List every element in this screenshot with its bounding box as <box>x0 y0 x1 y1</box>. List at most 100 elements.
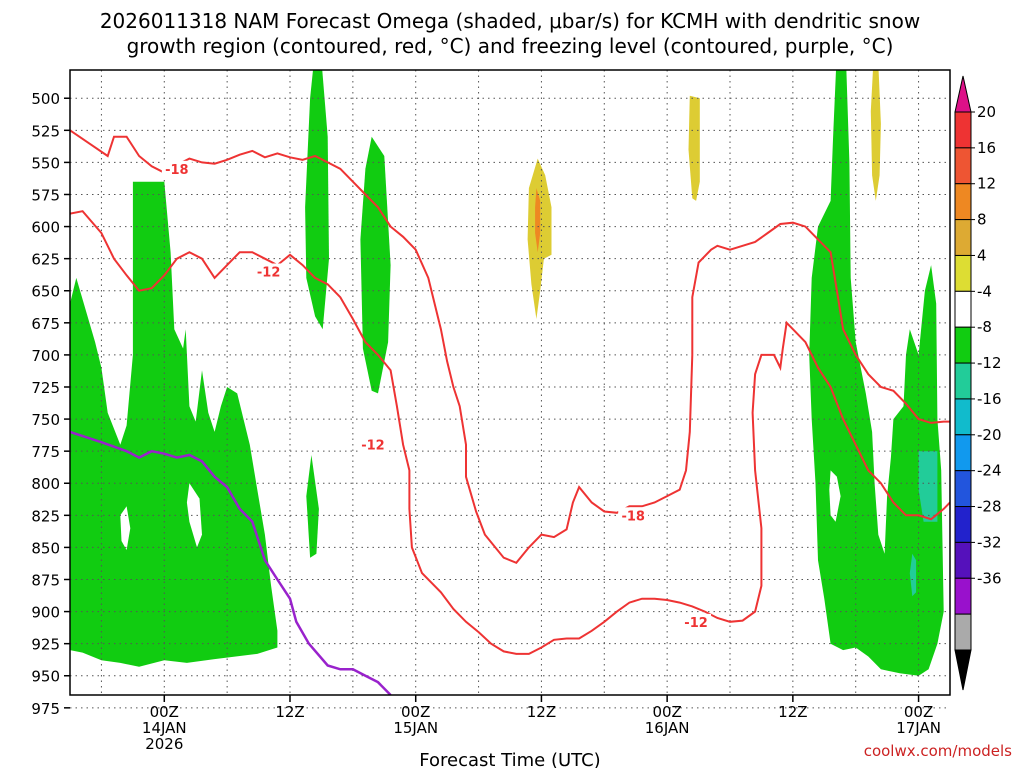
y-tick-label: 700 <box>31 347 60 365</box>
colorbar-swatch <box>954 613 972 651</box>
omega-region-6 <box>688 95 700 201</box>
colorbar-label: 20 <box>977 103 996 121</box>
x-axis-label: Forecast Time (UTC) <box>419 750 600 768</box>
colorbar-swatch <box>954 111 972 149</box>
y-tick-label: 525 <box>31 122 60 140</box>
y-tick-label: 650 <box>31 283 60 301</box>
x-tick-label: 12Z <box>275 703 304 721</box>
contour-label: -12 <box>257 265 281 280</box>
colorbar-label: -32 <box>977 533 1002 551</box>
y-axis: 500 525 550 575 600 625 650 675 700 725 750 775 800 8… <box>31 90 70 718</box>
y-tick-label: 675 <box>31 315 60 333</box>
colorbar-swatch <box>954 434 972 472</box>
contour-label: -18 <box>621 509 645 524</box>
omega-region-10 <box>120 506 131 550</box>
y-tick-label: 500 <box>31 90 60 108</box>
contour-label-bg <box>161 160 192 177</box>
omega-region-3 <box>306 455 319 558</box>
colorbar-swatch <box>954 147 972 185</box>
contour-label-bg <box>253 263 284 280</box>
y-tick-label: 875 <box>31 571 60 589</box>
colorbar-label: -12 <box>977 354 1002 372</box>
omega-region-9 <box>186 483 202 548</box>
x-tick-label: 00Z <box>401 703 430 721</box>
colorbar-label: -24 <box>977 462 1002 480</box>
x-tick-label: 00Z <box>150 703 179 721</box>
y-tick-label: 825 <box>31 507 60 525</box>
x-tick-label: 00Z <box>652 703 681 721</box>
colorbar-label: -36 <box>977 569 1002 587</box>
plot-border <box>69 69 951 696</box>
colorbar-swatch <box>954 470 972 508</box>
y-tick-label: 800 <box>31 475 60 493</box>
contour-label-bg <box>618 507 649 524</box>
y-tick-label: 950 <box>31 668 60 686</box>
colorbar-swatch <box>954 219 972 256</box>
freezing-level-line <box>70 430 392 695</box>
colorbar-swatch <box>954 254 972 292</box>
colorbar-label: 8 <box>977 211 987 229</box>
y-tick-label: 575 <box>31 186 60 204</box>
x-tick-label: 14JAN <box>142 719 187 737</box>
contour-label: -12 <box>361 439 385 454</box>
omega-region-0 <box>70 181 278 667</box>
colorbar-label: 16 <box>977 139 996 157</box>
colorbar-label: 4 <box>977 246 987 264</box>
y-tick-label: 850 <box>31 539 60 557</box>
colorbar-swatch <box>954 398 972 436</box>
y-tick-label: 775 <box>31 443 60 461</box>
omega-region-12 <box>918 451 938 522</box>
colorbar-label: 12 <box>977 175 996 193</box>
omega-region-8 <box>535 188 541 253</box>
y-tick-label: 900 <box>31 604 60 622</box>
contour-label-bg <box>357 436 388 453</box>
chart-title-line1: 2026011318 NAM Forecast Omega (shaded, μ… <box>100 9 920 33</box>
omega-region-4 <box>809 70 944 676</box>
x-tick-label: 12Z <box>527 703 556 721</box>
omega-region-5 <box>527 158 552 319</box>
colorbar-bottom-arrow <box>954 649 972 691</box>
freezing-level <box>70 430 392 695</box>
omega-region-2 <box>360 136 391 394</box>
contour-label-bg <box>681 613 712 630</box>
omega-region-1 <box>305 70 329 330</box>
y-tick-label: 750 <box>31 411 60 429</box>
x-tick-label: 16JAN <box>645 719 690 737</box>
y-tick-label: 725 <box>31 379 60 397</box>
colorbar-label: -16 <box>977 390 1002 408</box>
colorbar-swatch <box>954 326 972 364</box>
contour-label: -18 <box>165 163 189 178</box>
contour-labels: -18 -12 -12 -18 -12 <box>161 160 712 631</box>
colorbar-swatch <box>954 541 972 579</box>
x-tick-label: 17JAN <box>896 719 941 737</box>
dgz-contours <box>70 129 950 655</box>
colorbar-swatch <box>954 506 972 543</box>
omega-region-7 <box>870 70 881 201</box>
credit-text: coolwx.com/models <box>864 742 1012 760</box>
contour-label: -12 <box>684 616 708 631</box>
x-tick-label: 2026 <box>145 735 183 753</box>
colorbar-swatch <box>954 183 972 221</box>
colorbar-swatch <box>954 362 972 400</box>
chart-title-line2: growth region (contoured, red, °C) and f… <box>127 34 894 58</box>
x-tick-label: 00Z <box>904 703 933 721</box>
omega-region-11 <box>829 470 841 522</box>
colorbar-swatch <box>954 577 972 615</box>
colorbar-label: -4 <box>977 282 992 300</box>
omega-shading <box>70 70 944 676</box>
dgz-contour-line <box>70 210 950 655</box>
colorbar: 20 16 12 8 4 -4 -8 -12 -16 -20 -24 -28 -32 -36 <box>954 75 1002 691</box>
x-tick-label: 15JAN <box>393 719 438 737</box>
colorbar-top-arrow <box>954 75 972 113</box>
colorbar-label: -8 <box>977 318 992 336</box>
y-tick-label: 600 <box>31 219 60 237</box>
omega-region-13 <box>909 553 917 597</box>
x-tick-label: 12Z <box>778 703 807 721</box>
gridlines <box>70 70 950 709</box>
colorbar-label: -20 <box>977 426 1002 444</box>
y-tick-label: 975 <box>31 700 60 718</box>
y-tick-label: 625 <box>31 251 60 269</box>
y-tick-label: 925 <box>31 636 60 654</box>
